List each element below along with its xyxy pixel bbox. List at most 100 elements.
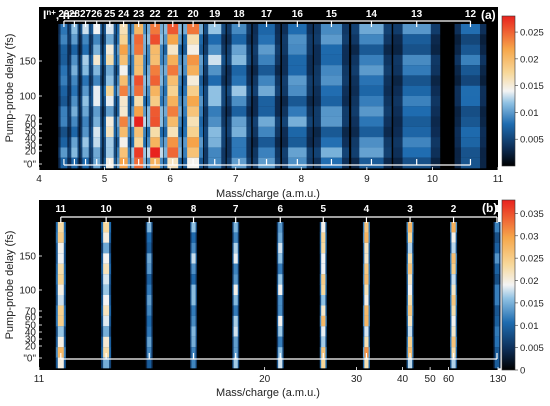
band-core	[233, 336, 238, 348]
band-core	[150, 147, 160, 159]
peak-band	[146, 24, 164, 169]
band-core	[71, 147, 78, 159]
band-core	[60, 34, 68, 45]
band-core	[231, 137, 247, 148]
peak-band	[163, 24, 182, 169]
band-core	[494, 263, 500, 275]
panel-a-x-ticks: 4 5 6 7 8 9 10 11	[36, 167, 504, 185]
band-core	[105, 147, 114, 159]
colorbar-tick-label: 0	[520, 366, 525, 377]
band-core	[320, 96, 343, 107]
band-core	[460, 85, 480, 97]
panel-a-peak-labels: 29 28 27 26 25 24 23 22 21 20 19 18 17 16 15 14 13 12	[58, 9, 476, 20]
band-core	[359, 34, 384, 45]
band-core	[82, 137, 89, 148]
band-core	[233, 222, 238, 233]
band-core	[93, 54, 101, 66]
band-core	[320, 75, 343, 87]
band-core	[320, 126, 343, 138]
band-core	[208, 34, 222, 45]
band-core	[278, 347, 283, 358]
band-core	[191, 315, 196, 327]
peak-band	[101, 222, 112, 369]
band-core	[119, 44, 128, 56]
band-core	[364, 232, 369, 244]
band-core	[231, 106, 247, 117]
band-core	[321, 295, 326, 306]
band-core	[231, 34, 247, 45]
band-core	[258, 137, 275, 148]
panel-a-colorbar-ticks: 0.025 0.02 0.015 0.01 0.005	[515, 28, 544, 146]
band-core	[320, 65, 343, 76]
band-core	[119, 116, 128, 128]
band-core	[321, 326, 326, 338]
peak-label: 5	[320, 204, 326, 215]
band-core	[208, 96, 222, 107]
band-core	[460, 34, 480, 45]
band-core	[119, 106, 128, 117]
band-core	[105, 126, 114, 138]
band-core	[208, 54, 222, 66]
band-core	[233, 253, 238, 265]
band-core	[278, 242, 283, 254]
band-core	[71, 24, 78, 35]
band-core	[402, 106, 431, 117]
band-core	[451, 274, 456, 285]
colorbar-tick-label: 0.005	[520, 135, 544, 146]
peak-band	[80, 24, 91, 169]
band-core	[150, 44, 160, 56]
band-core	[278, 305, 283, 317]
band-core	[105, 44, 114, 56]
y-tick-label: 30	[25, 141, 37, 152]
band-core	[233, 326, 238, 338]
band-core	[278, 222, 283, 233]
band-core	[364, 253, 369, 265]
band-core	[119, 24, 128, 35]
y-tick-label: 20	[25, 147, 37, 158]
band-core	[407, 222, 413, 233]
band-core	[150, 85, 160, 97]
x-tick-label: 40	[397, 374, 409, 385]
band-core	[150, 75, 160, 87]
y-tick-label: 50	[25, 127, 37, 138]
band-core	[364, 315, 369, 327]
band-core	[150, 106, 160, 117]
band-core	[103, 347, 110, 358]
band-core	[191, 242, 196, 254]
panel-b-peak-labels: 11 10 9 8 7 6 5 4 3 2 1	[56, 204, 501, 215]
colorbar-tick-label: 0.02	[520, 276, 539, 287]
band-core	[258, 126, 275, 138]
band-core	[147, 315, 152, 327]
y-tick-label: 70	[25, 307, 37, 318]
panel-a-x-label: Mass/charge (a.m.u.)	[216, 188, 320, 200]
band-core	[451, 253, 456, 265]
band-core	[167, 44, 179, 56]
band-core	[321, 232, 326, 244]
band-core	[258, 34, 275, 45]
band-core	[460, 126, 480, 138]
band-core	[258, 116, 275, 128]
band-core	[258, 147, 275, 159]
band-core	[105, 96, 114, 107]
band-core	[191, 232, 196, 244]
band-core	[71, 65, 78, 76]
band-core	[71, 44, 78, 56]
peak-label: 23	[133, 9, 145, 20]
band-core	[402, 34, 431, 45]
band-core	[451, 305, 456, 317]
peak-label: 24	[118, 9, 130, 20]
band-core	[321, 305, 326, 317]
band-core	[93, 147, 101, 159]
band-core	[103, 357, 110, 369]
peak-band	[454, 24, 487, 169]
band-core	[288, 34, 307, 45]
band-core	[321, 263, 326, 275]
band-core	[494, 336, 500, 348]
band-core	[103, 242, 110, 254]
band-core	[451, 232, 456, 244]
x-tick-label: 9	[364, 174, 370, 185]
band-core	[460, 75, 480, 87]
band-core	[134, 65, 144, 76]
band-core	[402, 147, 431, 159]
band-core	[103, 222, 110, 233]
